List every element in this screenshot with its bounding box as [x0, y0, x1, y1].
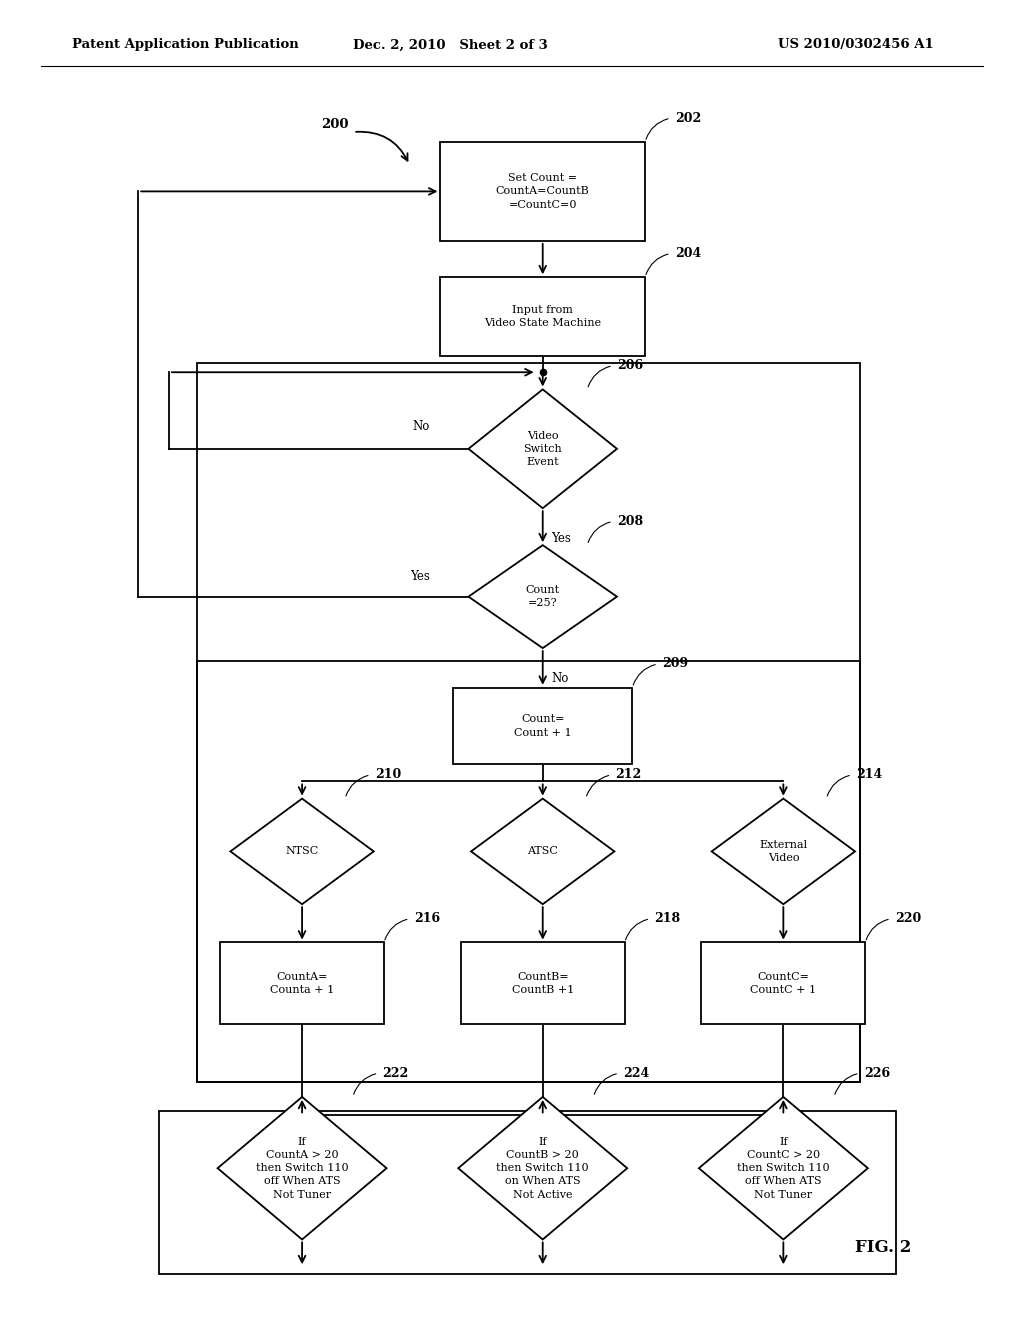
Text: External
Video: External Video	[760, 840, 807, 863]
Text: 226: 226	[864, 1067, 890, 1080]
Bar	[440, 277, 645, 356]
Text: 206: 206	[616, 359, 643, 372]
FancyArrowPatch shape	[646, 253, 668, 275]
Text: ATSC: ATSC	[527, 846, 558, 857]
Text: 209: 209	[663, 657, 688, 671]
FancyArrowPatch shape	[385, 919, 407, 940]
Text: NTSC: NTSC	[286, 846, 318, 857]
Polygon shape	[459, 1097, 627, 1239]
Polygon shape	[469, 389, 616, 508]
Text: US 2010/0302456 A1: US 2010/0302456 A1	[778, 38, 934, 51]
FancyArrowPatch shape	[356, 132, 408, 161]
Text: Patent Application Publication: Patent Application Publication	[72, 38, 298, 51]
Text: Count
=25?: Count =25?	[525, 585, 560, 609]
Text: If
CountA > 20
then Switch 110
off When ATS
Not Tuner: If CountA > 20 then Switch 110 off When …	[256, 1137, 348, 1200]
Text: No: No	[413, 420, 430, 433]
Text: 216: 216	[414, 912, 440, 925]
Text: Video
Switch
Event: Video Switch Event	[523, 430, 562, 467]
Text: Dec. 2, 2010   Sheet 2 of 3: Dec. 2, 2010 Sheet 2 of 3	[353, 38, 548, 51]
Text: CountB=
CountB +1: CountB= CountB +1	[512, 972, 573, 995]
Polygon shape	[712, 799, 855, 904]
Text: 222: 222	[383, 1067, 409, 1080]
Text: CountA=
Counta + 1: CountA= Counta + 1	[270, 972, 334, 995]
Text: CountC=
CountC + 1: CountC= CountC + 1	[751, 972, 816, 995]
Text: No: No	[551, 672, 568, 685]
Text: If
CountB > 20
then Switch 110
on When ATS
Not Active: If CountB > 20 then Switch 110 on When A…	[497, 1137, 589, 1200]
Text: 200: 200	[321, 117, 348, 131]
FancyArrowPatch shape	[594, 1073, 616, 1094]
Text: Set Count =
CountA=CountB
=CountC=0: Set Count = CountA=CountB =CountC=0	[496, 173, 590, 210]
FancyArrowPatch shape	[835, 1073, 857, 1094]
FancyArrowPatch shape	[827, 775, 849, 796]
Bar	[440, 143, 645, 242]
FancyArrowPatch shape	[646, 119, 668, 139]
Bar	[220, 942, 384, 1024]
Text: 202: 202	[675, 112, 701, 124]
Bar	[197, 661, 860, 1082]
Bar	[453, 688, 632, 764]
FancyArrowPatch shape	[633, 664, 655, 685]
Polygon shape	[217, 1097, 387, 1239]
Bar	[701, 942, 865, 1024]
FancyArrowPatch shape	[588, 366, 610, 387]
FancyArrowPatch shape	[626, 919, 647, 940]
FancyArrowPatch shape	[588, 521, 610, 543]
Text: 204: 204	[675, 247, 701, 260]
Text: If
CountC > 20
then Switch 110
off When ATS
Not Tuner: If CountC > 20 then Switch 110 off When …	[737, 1137, 829, 1200]
FancyArrowPatch shape	[866, 919, 888, 940]
Text: 208: 208	[616, 515, 643, 528]
Text: Input from
Video State Machine: Input from Video State Machine	[484, 305, 601, 329]
Polygon shape	[230, 799, 374, 904]
Bar	[159, 1111, 896, 1274]
Text: 210: 210	[375, 768, 401, 781]
FancyArrowPatch shape	[346, 775, 368, 796]
FancyArrowPatch shape	[587, 775, 608, 796]
Text: Yes: Yes	[410, 570, 430, 583]
Text: Yes: Yes	[551, 532, 570, 545]
Bar	[461, 942, 625, 1024]
Text: 218: 218	[654, 912, 681, 925]
Text: 224: 224	[623, 1067, 649, 1080]
Polygon shape	[471, 799, 614, 904]
Text: 212: 212	[615, 768, 642, 781]
Polygon shape	[469, 545, 616, 648]
Text: 214: 214	[856, 768, 883, 781]
Text: 220: 220	[895, 912, 922, 925]
FancyArrowPatch shape	[353, 1073, 376, 1094]
Text: Count=
Count + 1: Count= Count + 1	[514, 714, 571, 738]
Polygon shape	[698, 1097, 868, 1239]
Bar	[197, 363, 860, 1082]
Text: FIG. 2: FIG. 2	[855, 1239, 911, 1255]
